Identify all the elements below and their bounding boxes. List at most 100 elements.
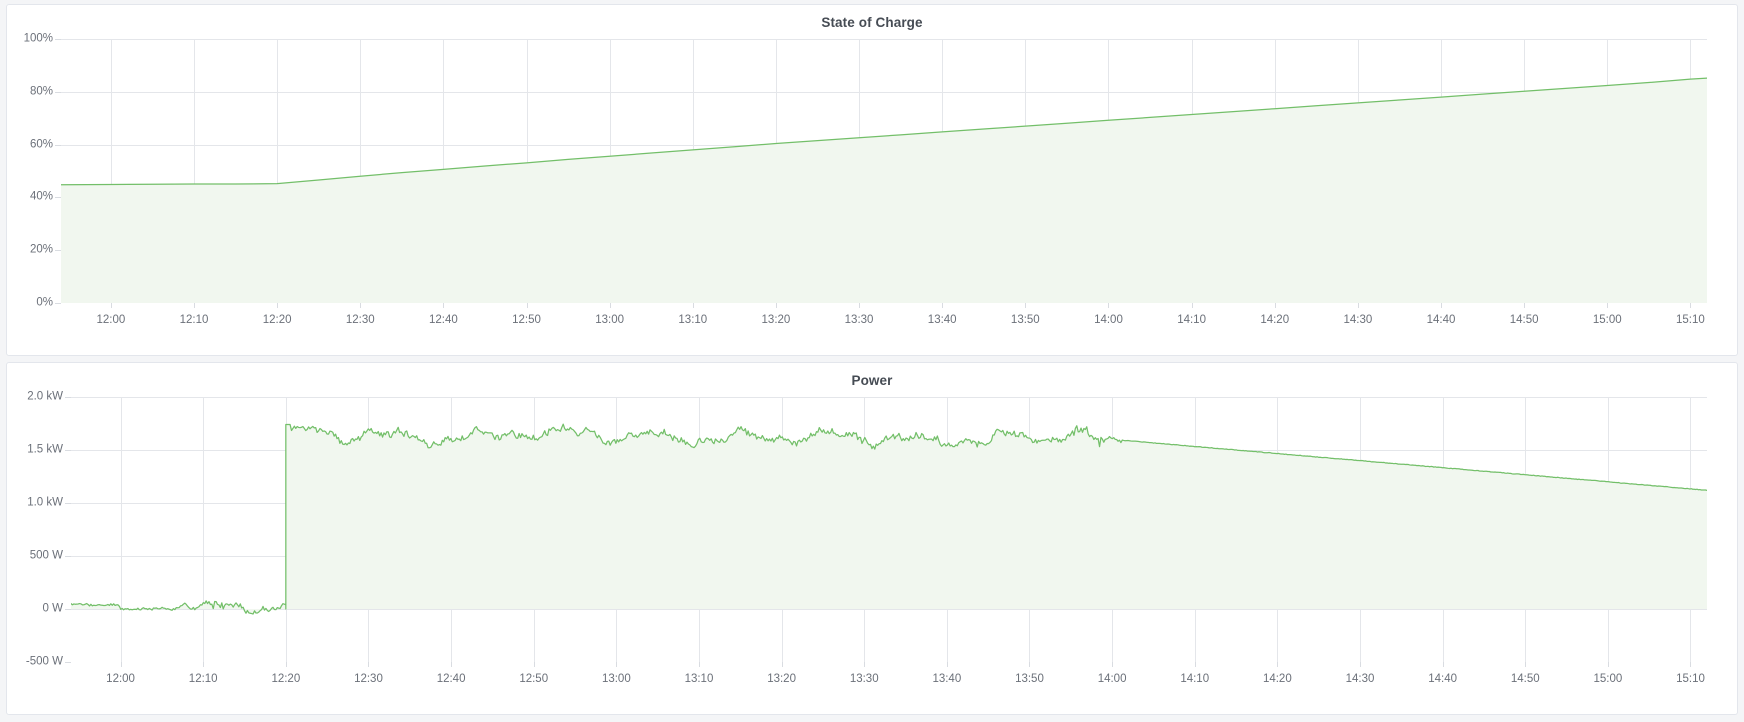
x-tick-mark bbox=[1195, 662, 1196, 667]
x-tick-label: 15:00 bbox=[1592, 314, 1622, 326]
panel-state-of-charge[interactable]: State of Charge 0% 20% 40% 60% 80% 100% 12:00… bbox=[6, 4, 1738, 356]
y-tick-mark bbox=[55, 303, 61, 304]
y-tick-mark bbox=[65, 503, 71, 504]
x-tick-mark bbox=[360, 303, 361, 308]
x-tick-mark bbox=[776, 303, 777, 308]
x-tick-mark bbox=[534, 662, 535, 667]
x-tick-label: 13:30 bbox=[849, 673, 879, 685]
x-tick-label: 13:30 bbox=[844, 314, 874, 326]
x-tick-label: 13:20 bbox=[761, 314, 791, 326]
x-tick-label: 12:20 bbox=[271, 673, 301, 685]
y-tick-label: 40% bbox=[29, 190, 53, 203]
panel-title-power: Power bbox=[851, 373, 893, 388]
soc-svg bbox=[61, 39, 1707, 303]
x-tick-mark bbox=[942, 303, 943, 308]
y-tick-label: 2.0 kW bbox=[27, 390, 63, 403]
x-tick-label: 12:10 bbox=[188, 673, 218, 685]
x-tick-mark bbox=[1608, 662, 1609, 667]
y-tick-label: 100% bbox=[23, 32, 53, 45]
y-tick-label: -500 W bbox=[25, 655, 63, 668]
x-tick-mark bbox=[286, 662, 287, 667]
x-tick-label: 12:30 bbox=[345, 314, 375, 326]
y-tick-label: 1.0 kW bbox=[27, 496, 63, 509]
x-tick-label: 14:40 bbox=[1428, 673, 1457, 685]
x-tick-mark bbox=[864, 662, 865, 667]
x-tick-label: 13:40 bbox=[932, 673, 962, 685]
y-tick-label: 20% bbox=[29, 243, 53, 256]
y-tick-label: 500 W bbox=[29, 549, 63, 562]
y-tick-mark bbox=[65, 450, 71, 451]
x-tick-label: 13:10 bbox=[678, 314, 708, 326]
x-tick-label: 15:10 bbox=[1676, 673, 1705, 685]
x-tick-mark bbox=[1443, 662, 1444, 667]
x-tick-mark bbox=[1360, 662, 1361, 667]
x-tick-mark bbox=[616, 662, 617, 667]
x-tick-mark bbox=[1192, 303, 1193, 308]
y-tick-mark bbox=[65, 397, 71, 398]
x-tick-mark bbox=[1524, 303, 1525, 308]
x-tick-mark bbox=[1025, 303, 1026, 308]
x-tick-label: 12:10 bbox=[179, 314, 209, 326]
x-tick-label: 12:20 bbox=[262, 314, 292, 326]
x-tick-label: 14:40 bbox=[1426, 314, 1456, 326]
x-tick-label: 14:10 bbox=[1177, 314, 1206, 326]
chart-state-of-charge[interactable] bbox=[61, 39, 1707, 303]
x-tick-label: 14:00 bbox=[1094, 314, 1123, 326]
x-tick-label: 13:50 bbox=[1015, 673, 1044, 685]
x-tick-mark bbox=[443, 303, 444, 308]
y-tick-mark bbox=[55, 145, 61, 146]
x-tick-label: 12:30 bbox=[354, 673, 383, 685]
y-tick-mark bbox=[65, 662, 71, 663]
x-tick-label: 14:20 bbox=[1260, 314, 1290, 326]
x-tick-label: 13:00 bbox=[595, 314, 625, 326]
x-tick-label: 13:20 bbox=[767, 673, 796, 685]
y-tick-label: 0 W bbox=[42, 602, 63, 615]
x-tick-mark bbox=[1525, 662, 1526, 667]
power-plot-surface bbox=[71, 397, 1707, 662]
panel-power[interactable]: Power -500 W 0 W 500 W 1.0 kW 1.5 kW 2.0 kW 1… bbox=[6, 362, 1738, 715]
x-tick-label: 14:10 bbox=[1180, 673, 1210, 685]
panel-title-state-of-charge: State of Charge bbox=[821, 15, 923, 30]
x-tick-mark bbox=[277, 303, 278, 308]
x-tick-mark bbox=[111, 303, 112, 308]
x-tick-label: 13:00 bbox=[601, 673, 631, 685]
y-tick-label: 80% bbox=[29, 85, 53, 98]
y-tick-mark bbox=[65, 609, 71, 610]
y-tick-mark bbox=[65, 556, 71, 557]
x-tick-label: 14:20 bbox=[1262, 673, 1292, 685]
chart-power[interactable] bbox=[71, 397, 1707, 662]
x-tick-label: 15:00 bbox=[1593, 673, 1623, 685]
power-svg bbox=[71, 397, 1707, 662]
x-tick-mark bbox=[782, 662, 783, 667]
series-line bbox=[71, 423, 1707, 615]
y-tick-mark bbox=[55, 197, 61, 198]
series-area-fill bbox=[71, 424, 1707, 615]
x-tick-label: 13:50 bbox=[1010, 314, 1040, 326]
soc-plot-surface bbox=[61, 39, 1707, 303]
x-tick-mark bbox=[203, 662, 204, 667]
x-tick-mark bbox=[610, 303, 611, 308]
x-tick-mark bbox=[121, 662, 122, 667]
x-tick-label: 15:10 bbox=[1675, 314, 1705, 326]
x-tick-label: 12:00 bbox=[106, 673, 135, 685]
x-tick-label: 12:50 bbox=[512, 314, 541, 326]
x-tick-mark bbox=[1358, 303, 1359, 308]
x-tick-mark bbox=[1277, 662, 1278, 667]
x-tick-mark bbox=[947, 662, 948, 667]
x-tick-label: 12:50 bbox=[519, 673, 549, 685]
y-tick-mark bbox=[55, 92, 61, 93]
x-tick-mark bbox=[859, 303, 860, 308]
y-tick-label: 1.5 kW bbox=[27, 443, 63, 456]
x-tick-label: 14:50 bbox=[1509, 314, 1539, 326]
x-tick-mark bbox=[693, 303, 694, 308]
x-tick-mark bbox=[527, 303, 528, 308]
x-tick-label: 13:40 bbox=[927, 314, 957, 326]
x-tick-mark bbox=[194, 303, 195, 308]
x-tick-label: 14:30 bbox=[1343, 314, 1373, 326]
series-line bbox=[61, 77, 1707, 186]
y-tick-mark bbox=[55, 39, 61, 40]
x-tick-label: 12:40 bbox=[436, 673, 466, 685]
x-tick-label: 12:40 bbox=[429, 314, 458, 326]
x-tick-mark bbox=[1607, 303, 1608, 308]
y-tick-mark bbox=[55, 250, 61, 251]
